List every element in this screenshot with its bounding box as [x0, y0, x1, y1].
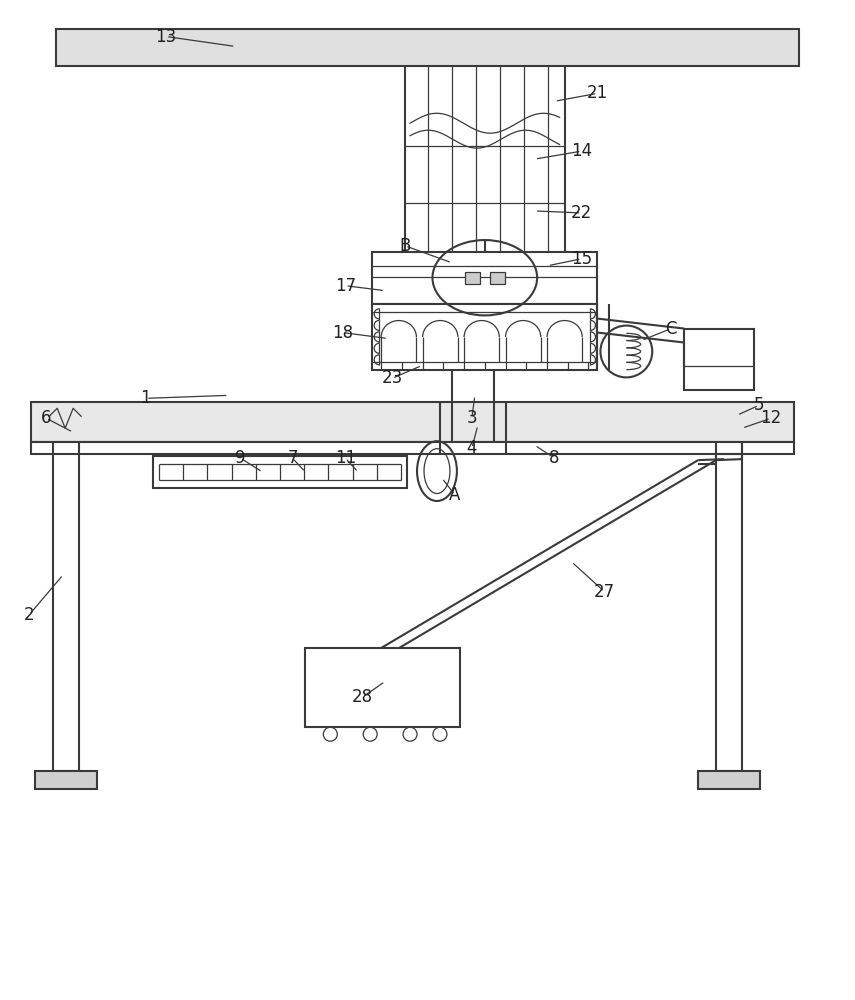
- Bar: [56, 29, 799, 66]
- Text: 17: 17: [334, 277, 356, 295]
- Text: A: A: [449, 486, 461, 504]
- Text: B: B: [399, 237, 410, 255]
- Text: 8: 8: [549, 449, 560, 467]
- Text: 15: 15: [571, 250, 592, 268]
- Text: 28: 28: [351, 688, 373, 706]
- Text: 11: 11: [334, 449, 356, 467]
- Bar: [32, 402, 793, 442]
- Text: 13: 13: [156, 28, 176, 46]
- Bar: [490, 272, 504, 284]
- Text: 5: 5: [753, 396, 764, 414]
- Text: 22: 22: [571, 204, 593, 222]
- Bar: [699, 771, 760, 789]
- Bar: [372, 252, 598, 304]
- Text: 9: 9: [235, 449, 246, 467]
- Text: 14: 14: [571, 142, 592, 160]
- Text: 27: 27: [594, 583, 615, 601]
- Bar: [372, 304, 598, 370]
- Text: 6: 6: [41, 409, 51, 427]
- Text: 21: 21: [587, 84, 608, 102]
- Text: 7: 7: [287, 449, 298, 467]
- Text: 23: 23: [381, 369, 403, 387]
- Text: 2: 2: [24, 606, 34, 624]
- Text: C: C: [665, 320, 677, 338]
- Text: 18: 18: [332, 324, 353, 342]
- Bar: [305, 648, 460, 727]
- Text: 4: 4: [467, 439, 477, 457]
- Bar: [35, 771, 97, 789]
- Bar: [684, 329, 754, 390]
- Bar: [465, 272, 480, 284]
- Bar: [32, 442, 793, 454]
- Text: 1: 1: [140, 389, 151, 407]
- Bar: [153, 456, 407, 488]
- Text: 3: 3: [467, 409, 477, 427]
- Text: 12: 12: [760, 409, 781, 427]
